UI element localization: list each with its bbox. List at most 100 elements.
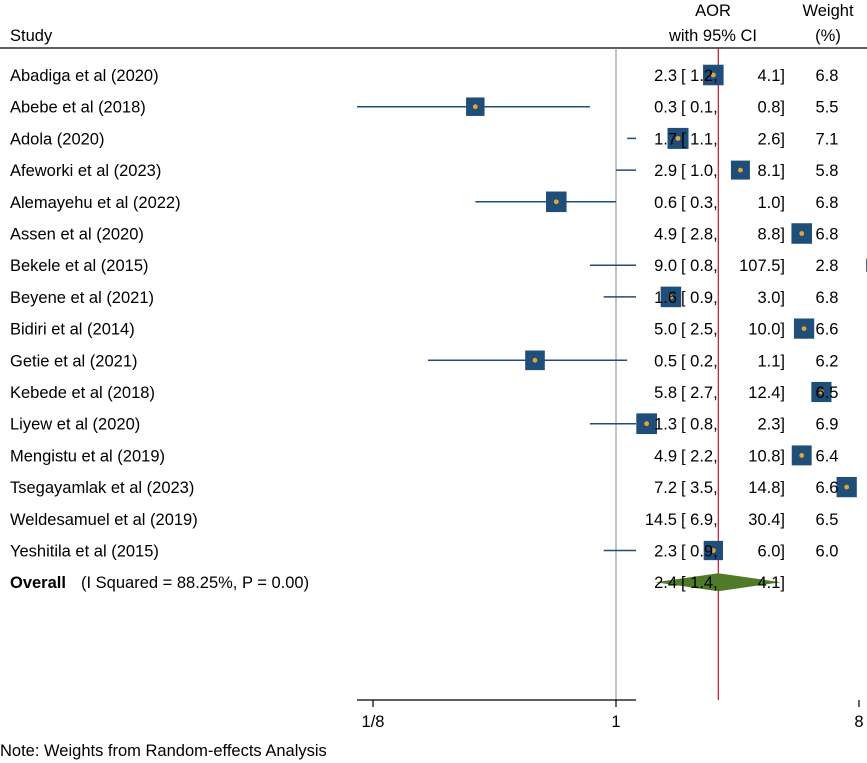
aor-value: 1.3	[654, 416, 677, 434]
ci-upper: 12.4]	[748, 384, 785, 402]
ci-upper: 30.4]	[748, 511, 785, 529]
overall-stats: (I Squared = 88.25%, P = 0.00)	[81, 574, 309, 592]
ci-lower: [ 0.2,	[681, 352, 718, 370]
study-row: Tsegayamlak et al (2023) 7.2[ 3.5, 14.8] 6.…	[10, 476, 857, 498]
weight-value: 5.5	[816, 99, 839, 117]
ci-lower: [ 0.8,	[681, 257, 718, 275]
study-row: Kebede et al (2018) 5.8[ 2.7, 12.4] 6.5	[10, 381, 839, 403]
study-name: Alemayehu et al (2022)	[10, 194, 181, 212]
study-name: Tsegayamlak et al (2023)	[10, 479, 194, 497]
point-estimate	[710, 72, 716, 78]
aor-value: 2.3	[654, 67, 677, 85]
weight-value: 6.8	[816, 194, 839, 212]
ci-upper: 14.8]	[748, 479, 785, 497]
point-estimate	[799, 231, 805, 236]
ci-lower: [ 2.5,	[681, 321, 718, 339]
header-study: Study	[10, 27, 53, 45]
study-row: Abadiga et al (2020) 2.3[ 1.2, 4.1] 6.8	[10, 64, 839, 86]
aor-value: 9.0	[654, 257, 677, 275]
ci-upper: 1.1]	[757, 352, 785, 370]
point-estimate	[844, 484, 850, 490]
aor-value: 7.2	[654, 479, 677, 497]
point-estimate	[819, 389, 824, 395]
weight-value: 6.8	[816, 226, 839, 244]
point-estimate	[532, 357, 538, 363]
weight-value: 6.4	[816, 447, 839, 465]
ci-lower: [ 0.3,	[681, 194, 718, 212]
weight-value: 5.8	[816, 162, 839, 180]
aor-value: 2.9	[654, 162, 677, 180]
study-row: Bekele et al (2015) 9.0[ 0.8, 107.5] 2.8	[10, 257, 867, 275]
ci-upper: 1.0]	[757, 194, 785, 212]
study-name: Getie et al (2021)	[10, 352, 138, 370]
aor-value: 5.8	[654, 384, 677, 402]
ci-lower: [ 0.9,	[681, 543, 718, 561]
study-name: Abebe et al (2018)	[10, 99, 146, 117]
overall-label: Overall	[10, 574, 66, 592]
aor-value: 1.7	[654, 130, 677, 148]
study-row: Getie et al (2021) 0.5[ 0.2, 1.1] 6.2	[10, 350, 838, 370]
weight-value: 6.6	[816, 479, 839, 497]
weight-value: 6.5	[816, 384, 839, 402]
ci-upper: 0.8]	[757, 99, 785, 117]
weight-value: 7.1	[816, 130, 839, 148]
header-weight-line2: (%)	[815, 27, 841, 45]
ci-lower: [ 0.1,	[681, 99, 718, 117]
point-estimate	[472, 104, 478, 110]
point-estimate	[710, 548, 716, 553]
point-estimate	[738, 167, 743, 173]
aor-value: 0.5	[654, 352, 677, 370]
ci-upper: 2.6]	[757, 130, 785, 148]
ci-upper: 10.8]	[748, 447, 785, 465]
aor-value: 5.0	[654, 321, 677, 339]
note-text: Note: Weights from Random-effects Analys…	[0, 742, 327, 760]
point-estimate	[644, 421, 650, 427]
study-row: Bidiri et al (2014) 5.0[ 2.5, 10.0] 6.6	[10, 318, 839, 339]
point-estimate	[675, 136, 681, 141]
ci-lower: [ 6.9,	[681, 511, 718, 529]
study-name: Afeworki et al (2023)	[10, 162, 161, 180]
study-row: Liyew et al (2020) 1.3[ 0.8, 2.3] 6.9	[10, 413, 839, 435]
x-tick-label: 1/8	[362, 713, 385, 731]
point-estimate	[668, 294, 674, 300]
study-name: Bidiri et al (2014)	[10, 321, 135, 339]
ci-upper: 3.0]	[757, 289, 785, 307]
study-row: Alemayehu et al (2022) 0.6[ 0.3, 1.0] 6.8	[10, 191, 839, 213]
ci-lower: [ 1.1,	[681, 130, 718, 148]
overall-ci-upper: 4.1]	[757, 574, 785, 592]
overall-row: Overall (I Squared = 88.25%, P = 0.00) 2.4…	[10, 573, 785, 592]
ci-lower: [ 3.5,	[681, 479, 718, 497]
ci-lower: [ 0.8,	[681, 416, 718, 434]
weight-value: 6.8	[816, 289, 839, 307]
x-tick-label: 8	[854, 713, 863, 731]
study-row: Afeworki et al (2023) 2.9[ 1.0, 8.1] 5.8	[10, 160, 839, 180]
ci-lower: [ 0.9,	[681, 289, 718, 307]
header-effect-line1: AOR	[695, 2, 731, 20]
ci-upper: 2.3]	[757, 416, 785, 434]
ci-lower: [ 2.7,	[681, 384, 718, 402]
study-name: Abadiga et al (2020)	[10, 67, 159, 85]
weight-value: 6.8	[816, 67, 839, 85]
study-row: Yeshitila et al (2015) 2.3[ 0.9, 6.0] 6.0	[10, 540, 838, 561]
ci-upper: 8.8]	[757, 226, 785, 244]
study-row: Mengistu et al (2019) 4.9[ 2.2, 10.8] 6.4	[10, 445, 838, 465]
pooled-diamond	[655, 573, 781, 592]
ci-upper: 8.1]	[757, 162, 785, 180]
header-weight-line1: Weight	[802, 2, 853, 20]
ci-upper: 107.5]	[739, 257, 785, 275]
weight-value: 6.6	[816, 321, 839, 339]
ci-upper: 10.0]	[748, 321, 785, 339]
overall-aor: 2.4	[654, 574, 677, 592]
aor-value: 4.9	[654, 226, 677, 244]
study-row: Assen et al (2020) 4.9[ 2.8, 8.8] 6.8	[10, 223, 838, 244]
weight-value: 6.9	[816, 416, 839, 434]
study-name: Liyew et al (2020)	[10, 416, 140, 434]
x-tick-label: 1	[611, 713, 620, 731]
weight-value: 6.5	[816, 511, 839, 529]
ci-lower: [ 1.2,	[681, 67, 718, 85]
ci-lower: [ 2.8,	[681, 226, 718, 244]
ci-lower: [ 1.0,	[681, 162, 718, 180]
weight-value: 2.8	[816, 257, 839, 275]
aor-value: 0.3	[654, 99, 677, 117]
